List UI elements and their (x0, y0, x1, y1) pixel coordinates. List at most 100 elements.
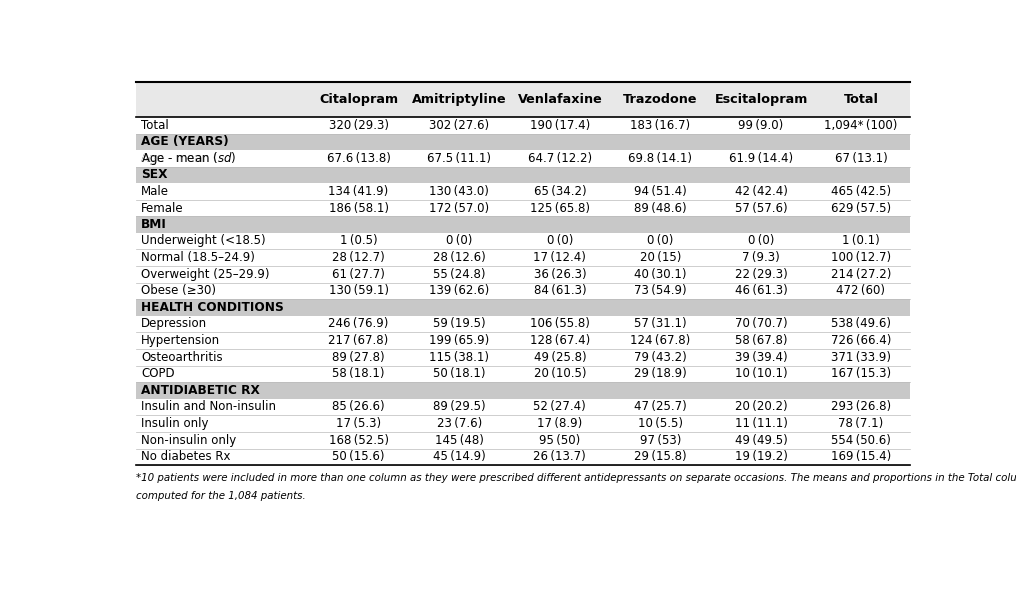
Text: 89 (48.6): 89 (48.6) (634, 201, 687, 214)
Text: 39 (39.4): 39 (39.4) (735, 351, 787, 364)
Text: 19 (19.2): 19 (19.2) (735, 451, 787, 464)
Text: 17 (8.9): 17 (8.9) (537, 417, 582, 430)
Text: 49 (49.5): 49 (49.5) (735, 434, 787, 446)
Bar (136, 167, 910, 183)
Text: Underweight (<18.5): Underweight (<18.5) (141, 234, 266, 247)
Text: 29 (18.9): 29 (18.9) (634, 368, 687, 380)
Text: Trazodone: Trazodone (623, 93, 698, 106)
Text: 11 (11.1): 11 (11.1) (735, 417, 787, 430)
Text: 214 (27.2): 214 (27.2) (831, 268, 891, 281)
Text: Normal (18.5–24.9): Normal (18.5–24.9) (141, 251, 255, 264)
Text: 1 (0.1): 1 (0.1) (842, 234, 880, 247)
Text: 28 (12.6): 28 (12.6) (433, 251, 486, 264)
Text: 45 (14.9): 45 (14.9) (433, 451, 486, 464)
Text: 130 (43.0): 130 (43.0) (430, 185, 489, 198)
Text: 0 (0): 0 (0) (647, 234, 674, 247)
Bar (136, 449, 910, 465)
Bar (136, 183, 910, 200)
Text: 67.5 (11.1): 67.5 (11.1) (427, 152, 491, 165)
Text: 47 (25.7): 47 (25.7) (634, 401, 687, 413)
Text: 320 (29.3): 320 (29.3) (328, 119, 388, 132)
Text: 125 (65.8): 125 (65.8) (529, 201, 590, 214)
Text: 97 (53): 97 (53) (640, 434, 681, 446)
Bar (136, 82, 910, 117)
Text: 0 (0): 0 (0) (446, 234, 472, 247)
Text: 89 (29.5): 89 (29.5) (433, 401, 486, 413)
Text: Overweight (25–29.9): Overweight (25–29.9) (141, 268, 269, 281)
Text: 69.8 (14.1): 69.8 (14.1) (629, 152, 693, 165)
Text: 23 (7.6): 23 (7.6) (437, 417, 482, 430)
Bar (136, 134, 910, 150)
Text: 26 (13.7): 26 (13.7) (533, 451, 586, 464)
Text: 124 (67.8): 124 (67.8) (630, 334, 691, 347)
Text: 40 (30.1): 40 (30.1) (634, 268, 687, 281)
Text: 57 (31.1): 57 (31.1) (634, 317, 687, 330)
Text: ANTIDIABETIC RX: ANTIDIABETIC RX (141, 384, 260, 397)
Bar (136, 399, 910, 415)
Text: 36 (26.3): 36 (26.3) (533, 268, 586, 281)
Text: Female: Female (141, 201, 184, 214)
Text: 67.6 (13.8): 67.6 (13.8) (327, 152, 390, 165)
Text: Obese (≥30): Obese (≥30) (141, 284, 216, 297)
Bar (136, 382, 910, 399)
Text: COPD: COPD (141, 368, 175, 380)
Bar (136, 233, 910, 249)
Text: 134 (41.9): 134 (41.9) (328, 185, 389, 198)
Bar (136, 432, 910, 449)
Text: Total: Total (141, 119, 169, 132)
Text: 20 (10.5): 20 (10.5) (533, 368, 586, 380)
Text: 190 (17.4): 190 (17.4) (529, 119, 590, 132)
Text: 67 (13.1): 67 (13.1) (834, 152, 887, 165)
Text: 128 (67.4): 128 (67.4) (529, 334, 590, 347)
Text: 64.7 (12.2): 64.7 (12.2) (527, 152, 592, 165)
Text: 139 (62.6): 139 (62.6) (429, 284, 490, 297)
Bar (136, 316, 910, 332)
Text: 20 (20.2): 20 (20.2) (735, 401, 787, 413)
Text: 52 (27.4): 52 (27.4) (533, 401, 586, 413)
Text: Osteoarthritis: Osteoarthritis (141, 351, 223, 364)
Text: Total: Total (843, 93, 879, 106)
Text: 50 (15.6): 50 (15.6) (332, 451, 385, 464)
Text: 10 (5.5): 10 (5.5) (638, 417, 683, 430)
Text: No diabetes Rx: No diabetes Rx (141, 451, 231, 464)
Text: 100 (12.7): 100 (12.7) (831, 251, 891, 264)
Text: Amitriptyline: Amitriptyline (411, 93, 507, 106)
Text: 217 (67.8): 217 (67.8) (328, 334, 389, 347)
Text: 89 (27.8): 89 (27.8) (332, 351, 385, 364)
Text: 167 (15.3): 167 (15.3) (831, 368, 891, 380)
Text: 61 (27.7): 61 (27.7) (332, 268, 385, 281)
Text: 57 (57.6): 57 (57.6) (735, 201, 787, 214)
Text: 169 (15.4): 169 (15.4) (831, 451, 891, 464)
Text: 58 (67.8): 58 (67.8) (735, 334, 787, 347)
Text: Escitalopram: Escitalopram (714, 93, 808, 106)
Text: AGE (YEARS): AGE (YEARS) (141, 135, 229, 148)
Text: 61.9 (14.4): 61.9 (14.4) (729, 152, 793, 165)
Text: 79 (43.2): 79 (43.2) (634, 351, 687, 364)
Text: 70 (70.7): 70 (70.7) (735, 317, 787, 330)
Text: Citalopram: Citalopram (319, 93, 398, 106)
Text: Male: Male (141, 185, 170, 198)
Text: 50 (18.1): 50 (18.1) (433, 368, 486, 380)
Text: Hypertension: Hypertension (141, 334, 220, 347)
Bar (136, 366, 910, 382)
Text: 246 (76.9): 246 (76.9) (328, 317, 389, 330)
Text: Insulin and Non-insulin: Insulin and Non-insulin (141, 401, 276, 413)
Bar (136, 216, 910, 233)
Text: HEALTH CONDITIONS: HEALTH CONDITIONS (141, 301, 283, 314)
Text: 554 (50.6): 554 (50.6) (831, 434, 891, 446)
Text: 0 (0): 0 (0) (748, 234, 774, 247)
Text: 58 (18.1): 58 (18.1) (332, 368, 385, 380)
Text: 46 (61.3): 46 (61.3) (735, 284, 787, 297)
Text: 22 (29.3): 22 (29.3) (735, 268, 787, 281)
Text: 17 (12.4): 17 (12.4) (533, 251, 586, 264)
Bar (136, 299, 910, 316)
Text: 20 (15): 20 (15) (640, 251, 681, 264)
Text: 371 (33.9): 371 (33.9) (831, 351, 891, 364)
Text: 465 (42.5): 465 (42.5) (831, 185, 891, 198)
Bar (136, 349, 910, 366)
Text: Insulin only: Insulin only (141, 417, 208, 430)
Text: 28 (12.7): 28 (12.7) (332, 251, 385, 264)
Text: 78 (7.1): 78 (7.1) (838, 417, 884, 430)
Bar (136, 200, 910, 216)
Text: 115 (38.1): 115 (38.1) (429, 351, 490, 364)
